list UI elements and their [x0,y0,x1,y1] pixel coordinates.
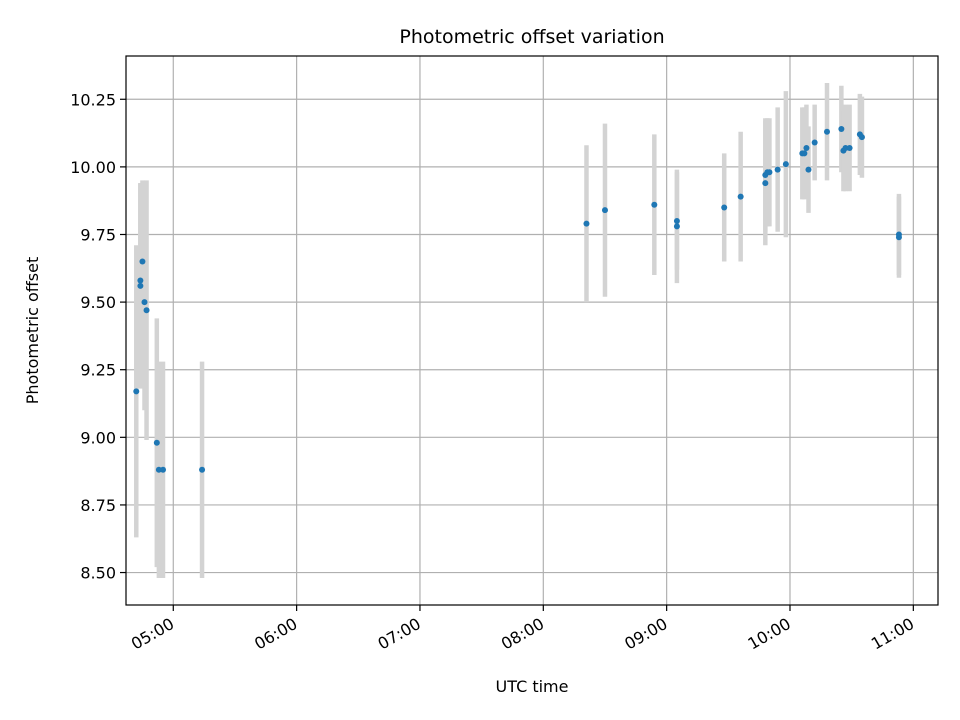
plot-frame [125,55,939,606]
data-point [842,144,849,151]
y-tick-label: 9.75 [80,225,116,244]
data-point [762,180,769,187]
x-tick-label: 05:00 [128,614,177,654]
y-tick-label: 8.75 [80,496,116,515]
y-axis-ticks: 8.50 8.75 9.00 9.25 9.50 9.75 10.00 10.25 [70,90,126,583]
data-point [673,217,680,224]
x-tick-label: 09:00 [621,614,670,654]
data-point [782,161,789,168]
x-tick-label: 08:00 [498,614,547,654]
data-point [858,134,865,141]
y-tick-label: 9.50 [80,293,116,312]
data-point [721,204,728,211]
data-point [846,144,853,151]
data-point [811,139,818,146]
error-bars [134,83,902,578]
data-point [137,277,144,284]
data-point [737,193,744,200]
data-point [139,258,146,265]
data-point [155,466,162,473]
data-point [133,388,140,395]
data-point [143,307,150,314]
data-point [895,234,902,241]
y-tick-label: 10.25 [70,90,116,109]
y-tick-label: 10.00 [70,158,116,177]
y-axis-label: Photometric offset [23,257,42,405]
x-axis-label: UTC time [496,677,569,696]
data-point [153,439,160,446]
data-point [803,144,810,151]
data-point [838,126,845,133]
y-tick-label: 8.50 [80,564,116,583]
x-tick-label: 07:00 [375,614,424,654]
data-points [133,126,902,473]
x-tick-label: 11:00 [868,614,917,654]
data-point [160,466,167,473]
y-tick-label: 9.00 [80,428,116,447]
y-tick-label: 9.25 [80,361,116,380]
data-point [651,201,658,208]
data-point [673,223,680,230]
x-tick-label: 10:00 [745,614,794,654]
x-axis-ticks: 05:00 06:00 07:00 08:00 09:00 10:00 11:00 [128,605,917,654]
x-tick-label: 06:00 [251,614,300,654]
data-point [801,150,808,157]
data-point [583,220,590,227]
data-point [766,169,773,176]
data-point [823,128,830,135]
data-point [805,166,812,173]
data-point [141,299,148,306]
data-point [199,466,206,473]
data-point [137,282,144,289]
chart-title: Photometric offset variation [399,26,664,48]
data-point [601,207,608,214]
data-point [774,166,781,173]
